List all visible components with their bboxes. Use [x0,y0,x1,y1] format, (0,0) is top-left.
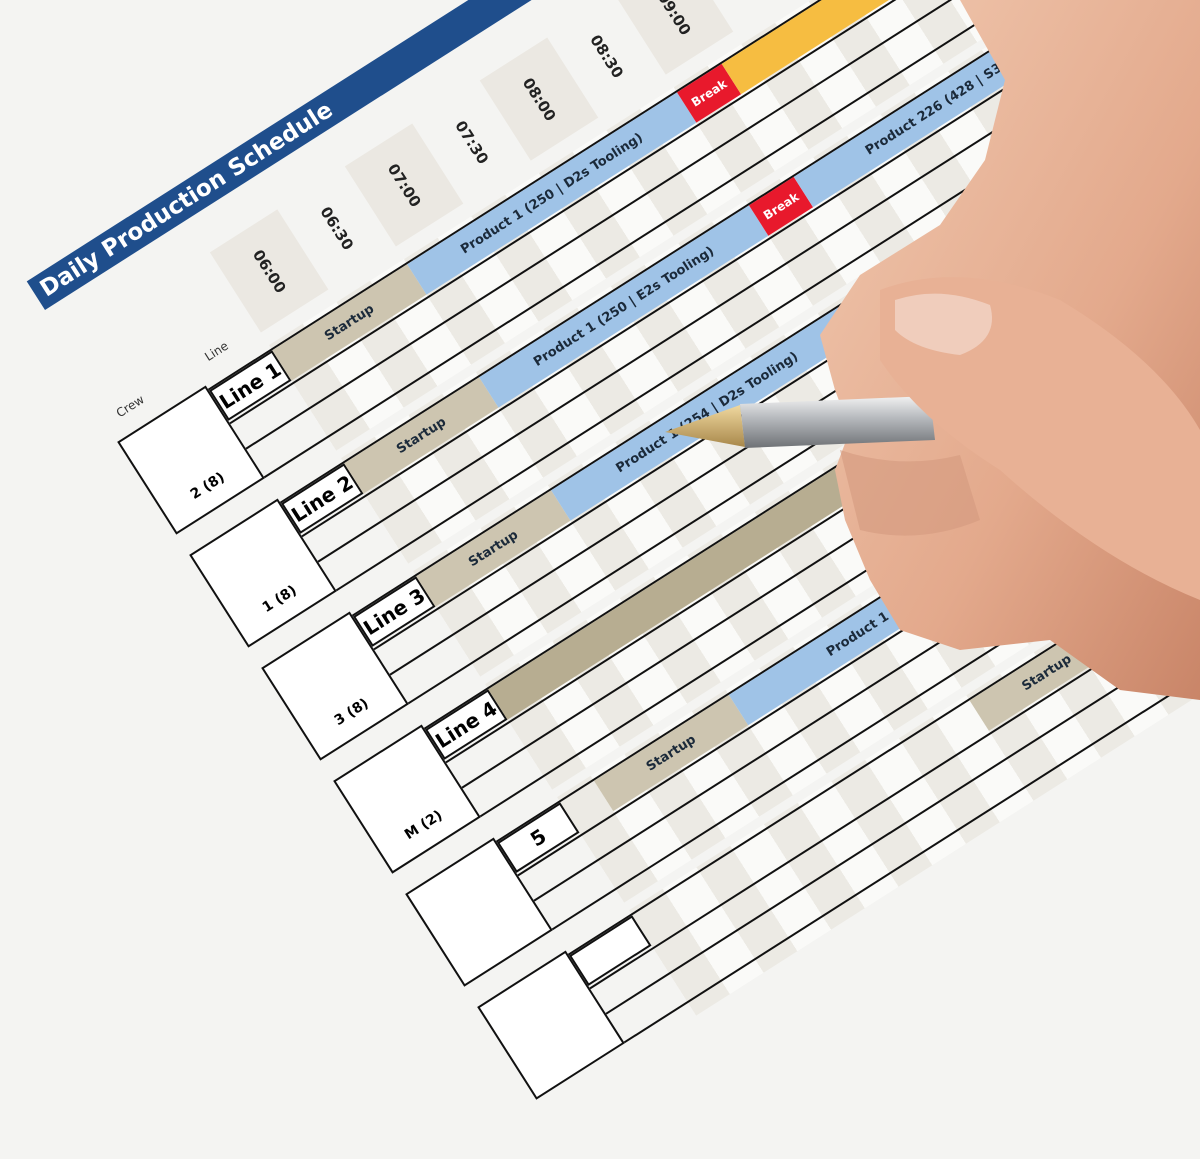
pen-barrel [740,396,935,448]
fingertip-shadow [840,450,980,536]
thumb [880,277,1200,600]
hand-with-pen [665,0,1200,700]
thumbnail [895,293,992,355]
pen-tip-icon [665,405,745,447]
